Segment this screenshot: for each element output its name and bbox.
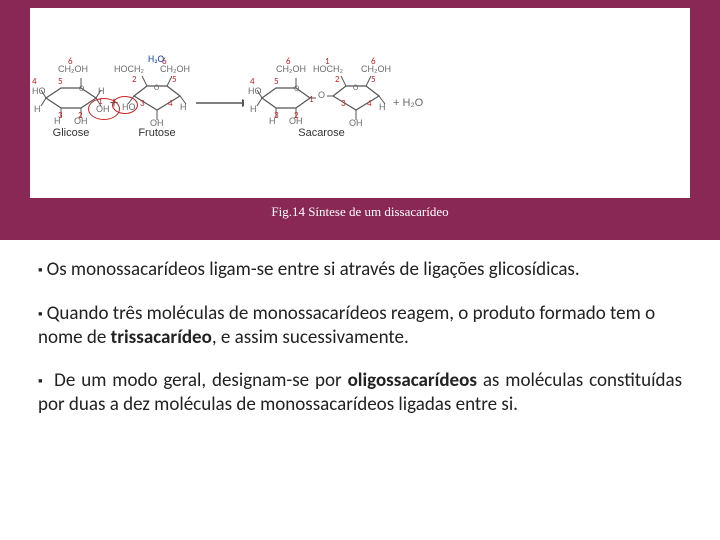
text: Os monossacarídeos ligam-se entre si atr… [47,258,489,281]
reaction-circle [112,96,138,114]
svg-text:O: O [294,84,300,94]
bold-term: oligossacarídeos [348,369,477,392]
bold-term: trissacarídeo [111,326,212,349]
svg-text:O: O [79,84,85,94]
molecule-sucrose: CH₂OH 6 O H OH HO H [254,68,389,139]
water-product: + H₂O [393,97,423,109]
chem-group: CH₂OH [160,64,190,74]
svg-text:O: O [353,83,359,93]
text: , e assim sucessivamente. [212,326,409,349]
paragraph-1: ▪ Os monossacarídeos ligam-se entre si at… [38,258,682,282]
text: glicosídicas [489,258,575,281]
bullet-icon: ▪ [38,307,43,322]
text-section: ▪ Os monossacarídeos ligam-se entre si at… [0,240,720,540]
figure-caption: Fig.14 Síntese de um dissacarídeo [30,198,690,220]
figure-panel: 6 CH₂OH O H OH HO H H OH [0,0,720,240]
text: . [575,258,580,281]
chem-group: CH₂OH [58,64,88,74]
ring-svg: O [254,68,320,143]
paragraph-3: ▪ De um modo geral, designam-se por olig… [38,369,682,417]
paragraph-2: ▪Quando três moléculas de monossacarídeo… [38,302,682,350]
water-label: H₂O [148,52,164,65]
bullet-icon: ▪ [38,263,43,278]
chem-group: HOCH₂ [114,64,144,74]
bullet-icon: ▪ [38,374,44,389]
svg-text:O: O [154,83,160,93]
molecule-fructose: 6 HOCH₂ CH₂OH O HO H OH 2 [122,68,192,139]
reaction-arrow-group: H₂O [194,96,252,110]
arrow-icon [194,96,244,110]
text: De um modo geral, designam-se por [54,369,347,392]
chemistry-diagram: 6 CH₂OH O H OH HO H H OH [30,8,690,198]
molecule-glucose: 6 CH₂OH O H OH HO H H OH [36,68,106,139]
